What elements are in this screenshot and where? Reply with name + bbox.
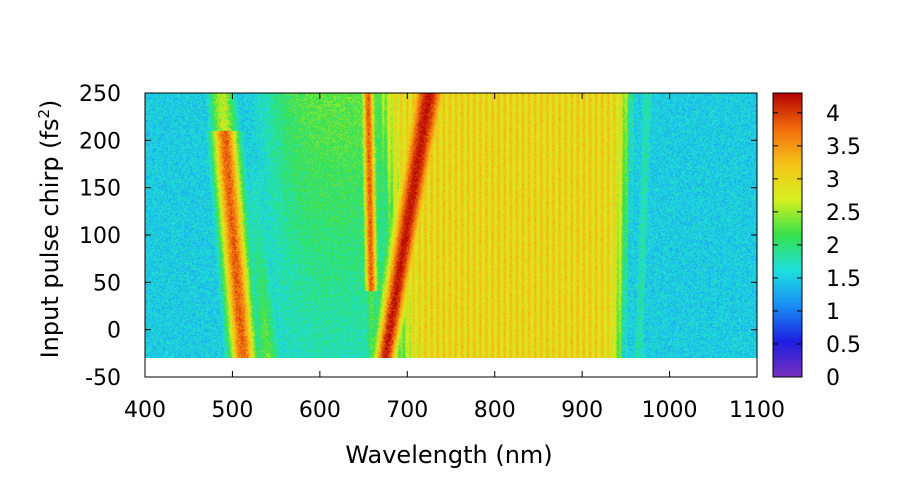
y-axis-label-end: ): [36, 100, 64, 109]
y-tick-label: 200: [79, 129, 121, 154]
y-tick-label: 0: [107, 319, 121, 344]
colorbar-tick-label: 4: [826, 102, 840, 127]
x-tick-label: 700: [386, 398, 428, 423]
y-tick-label: 50: [93, 271, 121, 296]
heatmap-plot-area: [145, 93, 757, 358]
colorbar-tick-label: 3: [826, 168, 840, 193]
colorbar-tick-label: 1: [826, 300, 840, 325]
colorbar-tick-label: 2: [826, 234, 840, 259]
x-tick-label: 1100: [729, 398, 785, 423]
colorbar-frame: [772, 92, 803, 378]
x-tick-label: 500: [211, 398, 253, 423]
colorbar-tick-label: 3.5: [826, 135, 861, 160]
y-axis-label-superscript: 2: [35, 109, 53, 119]
colorbar-tick-label: 0.5: [826, 333, 861, 358]
colorbar-gradient: [773, 93, 802, 377]
colorbar-tick-label: 1.5: [826, 267, 861, 292]
y-tick-label: 150: [79, 177, 121, 202]
heatmap-image: [145, 93, 757, 358]
colorbar-tick-label: 0: [826, 366, 840, 391]
x-tick-label: 1000: [642, 398, 698, 423]
x-axis-label: Wavelength (nm): [345, 441, 552, 469]
x-tick-label: 600: [299, 398, 341, 423]
y-axis: -50 0 50 100 150 200 250: [79, 82, 757, 391]
y-axis-label: Input pulse chirp (fs2): [35, 100, 64, 359]
y-tick-label: -50: [85, 366, 121, 391]
x-axis: 400 500 600 700 800 900 1000 1100: [124, 93, 785, 423]
colorbar: 0 0.5 1 1.5 2 2.5 3 3.5 4: [772, 92, 861, 391]
colorbar-ticks: 0 0.5 1 1.5 2 2.5 3 3.5 4: [773, 102, 861, 391]
x-tick-label: 900: [561, 398, 603, 423]
y-tick-label: 100: [79, 224, 121, 249]
y-axis-label-main: Input pulse chirp (fs: [36, 119, 64, 359]
y-tick-label: 250: [79, 82, 121, 107]
colorbar-tick-label: 2.5: [826, 201, 861, 226]
x-tick-label: 400: [124, 398, 166, 423]
x-tick-label: 800: [474, 398, 516, 423]
